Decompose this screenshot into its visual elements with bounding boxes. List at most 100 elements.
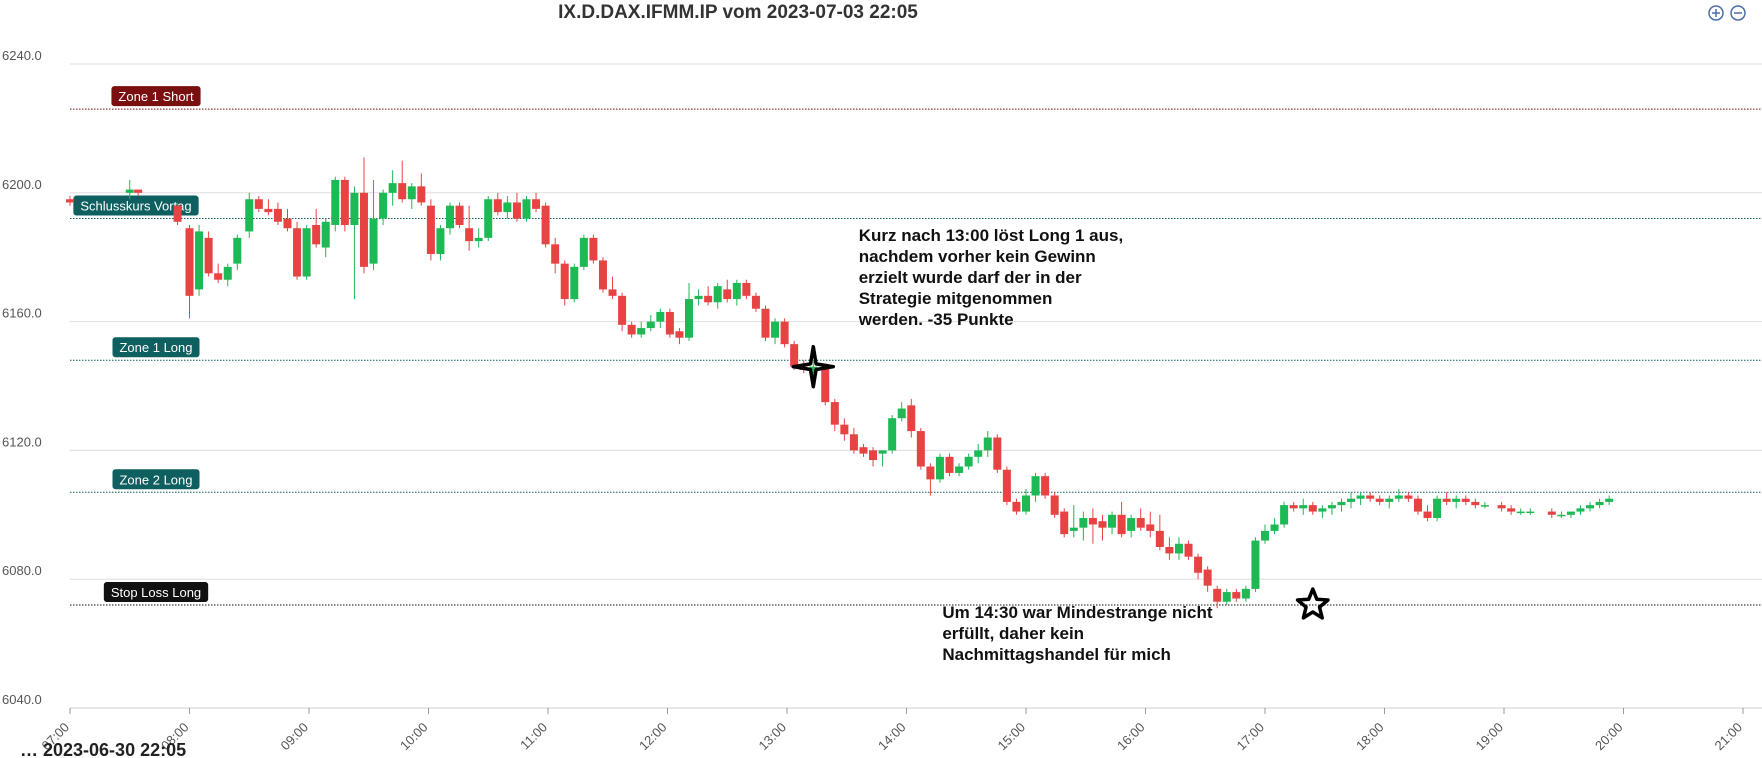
candle-body bbox=[1586, 505, 1595, 509]
candle bbox=[1566, 511, 1575, 519]
candle-body bbox=[888, 418, 897, 451]
candle-body bbox=[618, 295, 627, 325]
candle-body bbox=[1375, 498, 1384, 502]
candle bbox=[1012, 498, 1021, 515]
candle bbox=[331, 176, 340, 232]
candle-body bbox=[379, 192, 388, 219]
candle bbox=[840, 418, 849, 441]
candle-body bbox=[264, 208, 273, 213]
candle bbox=[1232, 588, 1241, 602]
candle-body bbox=[926, 466, 935, 480]
candle-body bbox=[1098, 521, 1107, 528]
marker-four-point-star bbox=[791, 344, 836, 389]
candle bbox=[1375, 495, 1384, 506]
annotation-line: Strategie mitgenommen bbox=[859, 289, 1053, 308]
candle-body bbox=[723, 289, 732, 300]
candle-body bbox=[1174, 543, 1183, 554]
candle-body bbox=[331, 179, 340, 225]
candle-body bbox=[589, 237, 598, 261]
candle bbox=[407, 183, 416, 209]
candle bbox=[618, 292, 627, 332]
candle bbox=[1222, 588, 1231, 605]
candle bbox=[1088, 508, 1097, 544]
candle bbox=[1251, 537, 1260, 593]
candle bbox=[1136, 508, 1145, 531]
candle bbox=[1480, 501, 1489, 509]
candle bbox=[589, 234, 598, 264]
candle bbox=[1146, 511, 1155, 538]
candle bbox=[283, 208, 292, 232]
candle bbox=[503, 196, 512, 219]
annotation-line: Kurz nach 13:00 löst Long 1 aus, bbox=[859, 226, 1124, 245]
candle bbox=[1327, 501, 1336, 515]
candle bbox=[264, 199, 273, 216]
candle-body bbox=[474, 237, 483, 242]
level-label-box bbox=[73, 195, 199, 216]
candle bbox=[350, 186, 359, 300]
candle-body bbox=[1576, 508, 1585, 512]
candle bbox=[1433, 495, 1442, 522]
candle-body bbox=[1423, 511, 1432, 519]
candle-body bbox=[214, 273, 223, 280]
candle bbox=[369, 179, 378, 271]
candle-body bbox=[173, 205, 182, 222]
candle-body bbox=[570, 266, 579, 300]
candle bbox=[532, 192, 541, 213]
candle-body bbox=[1203, 569, 1212, 586]
level-label-text: Zone 1 Short bbox=[118, 89, 194, 104]
zoom-out-icon[interactable] bbox=[1730, 5, 1746, 21]
annotation-line: erzielt wurde darf der in der bbox=[859, 268, 1082, 287]
candle-body bbox=[751, 295, 760, 309]
candle-body bbox=[407, 186, 416, 200]
candle-body bbox=[1241, 588, 1250, 599]
candle bbox=[656, 308, 665, 329]
candle-body bbox=[646, 321, 655, 329]
candle bbox=[665, 308, 674, 338]
candle-body bbox=[1146, 524, 1155, 531]
candle-body bbox=[312, 225, 321, 245]
candle-body bbox=[134, 189, 143, 193]
annotation-line: nachdem vorher kein Gewinn bbox=[859, 247, 1096, 266]
candle bbox=[771, 318, 780, 345]
level-label: Zone 1 Long bbox=[112, 337, 200, 358]
candle bbox=[1423, 505, 1432, 522]
candle bbox=[484, 196, 493, 242]
candle bbox=[1165, 537, 1174, 560]
candle bbox=[312, 208, 321, 248]
candle-body bbox=[675, 331, 684, 338]
candle bbox=[436, 225, 445, 261]
candle-body bbox=[761, 308, 770, 338]
candle bbox=[446, 202, 455, 235]
candle-body bbox=[223, 266, 232, 280]
candle bbox=[926, 463, 935, 496]
level-label: Zone 2 Long bbox=[112, 469, 200, 490]
candle bbox=[859, 443, 868, 457]
candle bbox=[1347, 492, 1356, 509]
candle bbox=[66, 196, 74, 206]
zoom-in-icon[interactable] bbox=[1708, 5, 1724, 21]
candle-body bbox=[1060, 511, 1069, 535]
candle-body bbox=[1356, 495, 1365, 499]
candle bbox=[1299, 498, 1308, 515]
candle-body bbox=[321, 221, 330, 248]
candle-body bbox=[1318, 508, 1327, 512]
candle bbox=[1576, 505, 1585, 515]
candle bbox=[964, 453, 973, 470]
candle bbox=[637, 321, 646, 338]
candle bbox=[195, 225, 204, 296]
level-label-box bbox=[112, 337, 200, 358]
candle bbox=[233, 234, 242, 271]
candle-body bbox=[369, 218, 378, 264]
candle-body bbox=[1347, 498, 1356, 502]
candle-body bbox=[125, 189, 134, 193]
candle-body bbox=[1289, 505, 1298, 509]
candle bbox=[742, 279, 751, 300]
candle-body bbox=[1261, 530, 1269, 541]
candle-body bbox=[665, 311, 674, 335]
candle-body bbox=[1222, 592, 1231, 602]
candle bbox=[293, 221, 302, 280]
candle bbox=[1516, 508, 1525, 515]
candle-body bbox=[627, 324, 636, 335]
candle-body bbox=[512, 202, 521, 219]
candle bbox=[907, 398, 916, 438]
